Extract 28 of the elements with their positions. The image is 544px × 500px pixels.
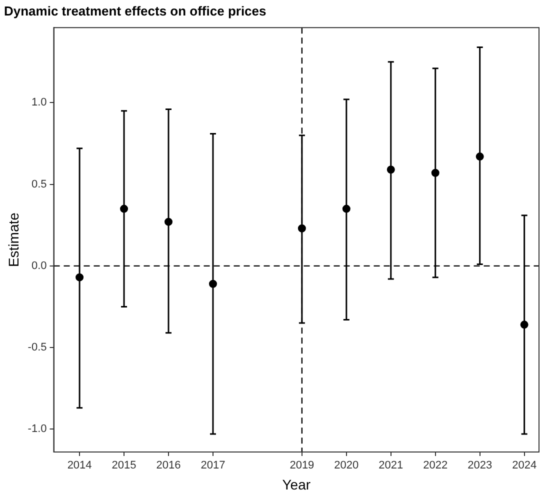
x-tick-label: 2024	[512, 460, 537, 472]
x-tick-label: 2023	[468, 460, 492, 472]
x-tick-label: 2022	[423, 460, 448, 472]
point	[476, 152, 484, 161]
x-tick-label: 2020	[334, 460, 359, 472]
point	[120, 204, 128, 213]
y-axis-title: Estimate	[5, 212, 22, 268]
x-tick-label: 2017	[200, 460, 226, 472]
y-tick-label: 1.0	[31, 96, 47, 109]
x-axis-title: Year	[282, 476, 311, 492]
point	[386, 166, 395, 174]
chart-title: Dynamic treatment effects on office prices	[4, 3, 266, 18]
x-tick-label: 2014	[67, 460, 92, 472]
x-tick-label: 2015	[112, 460, 136, 472]
point	[208, 280, 217, 288]
y-tick-label: 0.5	[31, 178, 47, 190]
y-tick-label: 0.0	[31, 260, 47, 272]
point	[298, 224, 306, 232]
x-tick-label: 2019	[290, 460, 314, 472]
x-tick-label: 2016	[156, 460, 181, 472]
point	[520, 320, 528, 329]
point	[76, 273, 84, 282]
y-tick-label: -0.5	[28, 342, 47, 354]
point	[164, 218, 173, 226]
y-tick-label: -1.0	[28, 423, 47, 436]
point	[431, 168, 440, 177]
point	[342, 204, 350, 213]
x-tick-label: 2021	[378, 460, 404, 472]
